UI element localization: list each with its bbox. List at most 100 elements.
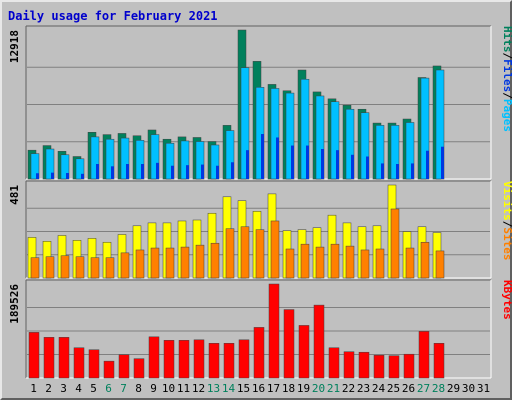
kbytes-bar-kbytes-day-23 <box>358 351 370 379</box>
hits-bar-files-day-27 <box>420 77 430 180</box>
x-tick-label-day-31: 31 <box>477 382 490 395</box>
kbytes-bar-kbytes-day-27 <box>418 331 430 379</box>
hits-bar-pages-day-4 <box>81 173 84 179</box>
x-tick-label-day-26: 26 <box>402 382 415 395</box>
visits-bar-sites-day-3 <box>60 255 70 279</box>
hits-bar-pages-day-7 <box>126 164 129 179</box>
kbytes-bar-kbytes-day-17 <box>268 283 280 379</box>
visits-bar-sites-day-12 <box>195 244 205 279</box>
hits-bar-files-day-20 <box>315 95 325 180</box>
x-tick-label-day-17: 17 <box>267 382 280 395</box>
hits-bar-files-day-13 <box>210 144 220 180</box>
kbytes-bar-kbytes-day-6 <box>103 360 115 379</box>
visits-legend-part: Sites <box>501 227 512 260</box>
hits-bar-pages-day-18 <box>291 145 294 179</box>
kbytes-bar-kbytes-day-26 <box>403 353 415 379</box>
hits-bar-files-day-18 <box>285 92 295 180</box>
visits-bar-sites-day-13 <box>210 242 220 279</box>
hits-bar-files-day-28 <box>435 69 445 180</box>
kbytes-legend: KBytes <box>501 280 512 320</box>
hits-bar-files-day-6 <box>105 138 115 180</box>
hits-bar-files-day-26 <box>405 122 415 180</box>
visits-bar-sites-day-15 <box>240 226 250 279</box>
hits-bar-pages-day-1 <box>36 173 39 179</box>
kbytes-bar-kbytes-day-5 <box>88 349 100 379</box>
hits-bar-files-day-3 <box>60 154 70 180</box>
x-tick-label-day-22: 22 <box>342 382 355 395</box>
visits-legend-part: / <box>501 221 512 228</box>
kbytes-max-label: 189526 <box>8 284 21 324</box>
x-tick-label-day-28: 28 <box>432 382 445 395</box>
hits-bar-pages-day-2 <box>51 172 54 179</box>
hits-bar-files-day-25 <box>390 125 400 180</box>
kbytes-bar-kbytes-day-25 <box>388 355 400 379</box>
hits-bar-files-day-16 <box>255 87 265 180</box>
hits-bar-pages-day-23 <box>366 156 369 179</box>
kbytes-bar-kbytes-day-8 <box>133 358 145 379</box>
kbytes-bar-kbytes-day-4 <box>73 347 85 379</box>
hits-legend-part: Hits <box>501 26 512 53</box>
hits-bar-files-day-10 <box>165 142 175 180</box>
visits-bar-sites-day-22 <box>345 245 355 279</box>
visits-bar-sites-day-23 <box>360 249 370 279</box>
kbytes-bar-kbytes-day-10 <box>163 340 175 379</box>
hits-bar-files-day-17 <box>270 88 280 180</box>
hits-bar-pages-day-24 <box>381 163 384 179</box>
hits-bar-pages-day-26 <box>411 163 414 179</box>
x-tick-label-day-1: 1 <box>30 382 37 395</box>
hits-bar-files-day-14 <box>225 130 235 180</box>
x-tick-label-day-25: 25 <box>387 382 400 395</box>
x-tick-label-day-18: 18 <box>282 382 295 395</box>
visits-legend-part: Visits <box>501 181 512 221</box>
visits-bar-sites-day-8 <box>135 249 145 279</box>
hits-bar-pages-day-14 <box>231 162 234 179</box>
kbytes-bar-kbytes-day-14 <box>223 343 235 379</box>
hits-max-label: 12918 <box>8 30 21 63</box>
x-tick-label-day-11: 11 <box>177 382 190 395</box>
kbytes-legend-part: KBytes <box>501 280 512 320</box>
visits-bar-sites-day-16 <box>255 229 265 279</box>
hits-bar-pages-day-10 <box>171 165 174 179</box>
hits-bar-pages-day-17 <box>276 137 279 179</box>
hits-bar-pages-day-20 <box>321 149 324 179</box>
hits-legend-part: Files <box>501 59 512 92</box>
kbytes-bar-kbytes-day-12 <box>193 339 205 379</box>
x-tick-label-day-2: 2 <box>45 382 52 395</box>
kbytes-bar-kbytes-day-22 <box>343 351 355 379</box>
visits-bar-sites-day-2 <box>45 256 55 279</box>
x-tick-label-day-16: 16 <box>252 382 265 395</box>
hits-bar-files-day-7 <box>120 137 130 180</box>
hits-bar-files-day-2 <box>45 148 55 180</box>
x-tick-label-day-8: 8 <box>135 382 142 395</box>
visits-bar-sites-day-7 <box>120 252 130 279</box>
x-tick-label-day-14: 14 <box>222 382 236 395</box>
hits-legend: Hits/Files/Pages <box>501 26 512 132</box>
visits-bar-sites-day-26 <box>405 247 415 279</box>
hits-bar-files-day-22 <box>345 108 355 180</box>
hits-bar-files-day-1 <box>30 153 40 180</box>
kbytes-bar-kbytes-day-7 <box>118 354 130 379</box>
hits-bar-files-day-4 <box>75 158 85 180</box>
visits-bar-sites-day-17 <box>270 220 280 279</box>
hits-bar-files-day-8 <box>135 140 145 180</box>
kbytes-bar-kbytes-day-3 <box>58 337 70 379</box>
hits-bar-pages-day-22 <box>351 154 354 179</box>
x-tick-label-day-24: 24 <box>372 382 386 395</box>
x-tick-label-day-30: 30 <box>462 382 475 395</box>
x-tick-label-day-19: 19 <box>297 382 310 395</box>
hits-bar-pages-day-16 <box>261 134 264 179</box>
hits-bar-pages-day-11 <box>186 165 189 179</box>
x-tick-label-day-7: 7 <box>120 382 127 395</box>
hits-bar-pages-day-21 <box>336 150 339 179</box>
visits-bar-sites-day-25 <box>390 208 400 279</box>
visits-bar-sites-day-19 <box>300 243 310 279</box>
x-tick-label-day-10: 10 <box>162 382 175 395</box>
hits-bar-pages-day-9 <box>156 162 159 179</box>
chart-title: Daily usage for February 2021 <box>8 9 218 23</box>
visits-bar-sites-day-21 <box>330 243 340 279</box>
hits-legend-part: Pages <box>501 99 512 132</box>
hits-bar-files-day-23 <box>360 112 370 180</box>
x-tick-label-day-4: 4 <box>75 382 82 395</box>
x-tick-label-day-20: 20 <box>312 382 325 395</box>
